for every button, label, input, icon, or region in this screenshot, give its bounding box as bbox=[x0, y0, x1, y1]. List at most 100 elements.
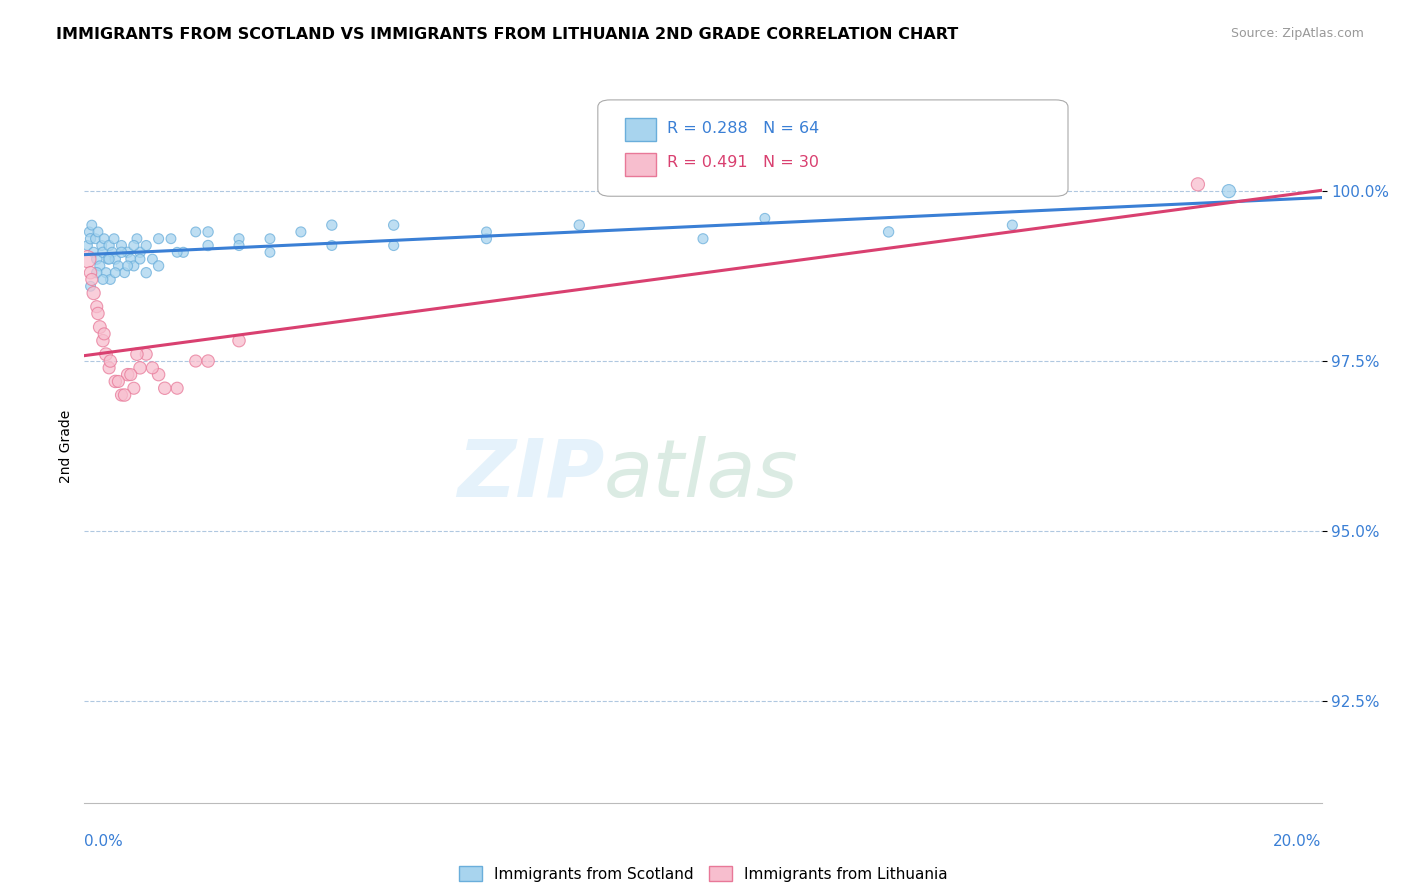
Point bbox=[104, 266, 127, 280]
Point bbox=[1187, 178, 1209, 192]
Point bbox=[79, 225, 101, 239]
Point bbox=[1218, 184, 1240, 198]
Point bbox=[1001, 218, 1024, 232]
Point bbox=[86, 300, 108, 314]
Point bbox=[79, 232, 101, 246]
Point bbox=[84, 232, 107, 246]
Point bbox=[80, 272, 103, 286]
Point bbox=[89, 259, 111, 273]
Point bbox=[93, 326, 115, 341]
Point bbox=[228, 334, 250, 348]
Point bbox=[117, 245, 139, 260]
Point bbox=[110, 245, 132, 260]
Text: 0.0%: 0.0% bbox=[84, 834, 124, 849]
Point bbox=[754, 211, 776, 226]
Point bbox=[114, 388, 136, 402]
Point bbox=[91, 245, 114, 260]
Point bbox=[166, 245, 188, 260]
Point bbox=[117, 368, 139, 382]
Point bbox=[141, 252, 163, 266]
Point bbox=[129, 252, 152, 266]
Point bbox=[91, 334, 114, 348]
Bar bbox=[626, 153, 657, 176]
Point bbox=[94, 347, 117, 361]
Bar bbox=[626, 119, 657, 141]
Point bbox=[125, 232, 148, 246]
Point bbox=[125, 347, 148, 361]
Text: atlas: atlas bbox=[605, 435, 799, 514]
Point bbox=[321, 238, 343, 252]
Point bbox=[148, 368, 170, 382]
Point bbox=[97, 252, 120, 266]
Point bbox=[83, 286, 105, 301]
Point bbox=[184, 354, 207, 368]
Point bbox=[382, 218, 405, 232]
Point bbox=[86, 266, 108, 280]
Point bbox=[98, 360, 121, 375]
Point bbox=[122, 238, 145, 252]
Text: IMMIGRANTS FROM SCOTLAND VS IMMIGRANTS FROM LITHUANIA 2ND GRADE CORRELATION CHAR: IMMIGRANTS FROM SCOTLAND VS IMMIGRANTS F… bbox=[56, 27, 959, 42]
Point bbox=[80, 218, 103, 232]
Point bbox=[135, 266, 157, 280]
Point bbox=[692, 232, 714, 246]
Point bbox=[101, 245, 124, 260]
Point bbox=[228, 232, 250, 246]
Text: Source: ZipAtlas.com: Source: ZipAtlas.com bbox=[1230, 27, 1364, 40]
Point bbox=[90, 238, 112, 252]
Y-axis label: 2nd Grade: 2nd Grade bbox=[59, 409, 73, 483]
Point bbox=[184, 225, 207, 239]
Point bbox=[166, 381, 188, 395]
Point bbox=[141, 360, 163, 375]
Point bbox=[120, 368, 142, 382]
Point bbox=[98, 272, 121, 286]
Point bbox=[259, 232, 281, 246]
Text: R = 0.288   N = 64: R = 0.288 N = 64 bbox=[666, 121, 820, 136]
Point bbox=[98, 252, 121, 266]
Point bbox=[382, 238, 405, 252]
Point bbox=[107, 259, 129, 273]
Point bbox=[129, 245, 152, 260]
Point bbox=[98, 238, 121, 252]
Point bbox=[475, 225, 498, 239]
Point bbox=[259, 245, 281, 260]
Point bbox=[89, 320, 111, 334]
Point bbox=[877, 225, 900, 239]
Point bbox=[197, 225, 219, 239]
Point bbox=[87, 225, 110, 239]
Point bbox=[117, 259, 139, 273]
Point bbox=[120, 252, 142, 266]
Point bbox=[76, 252, 98, 266]
Point bbox=[83, 245, 105, 260]
Point bbox=[94, 266, 117, 280]
Point bbox=[160, 232, 183, 246]
Point bbox=[135, 347, 157, 361]
Point bbox=[104, 375, 127, 389]
Point bbox=[129, 360, 152, 375]
Point bbox=[86, 252, 108, 266]
Point bbox=[475, 232, 498, 246]
Point bbox=[98, 354, 121, 368]
Point bbox=[110, 238, 132, 252]
Point bbox=[122, 381, 145, 395]
Point bbox=[93, 232, 115, 246]
Point bbox=[153, 381, 176, 395]
Point bbox=[172, 245, 194, 260]
FancyBboxPatch shape bbox=[598, 100, 1069, 196]
Point bbox=[197, 354, 219, 368]
Point bbox=[148, 232, 170, 246]
Point bbox=[321, 218, 343, 232]
Point bbox=[135, 238, 157, 252]
Legend: Immigrants from Scotland, Immigrants from Lithuania: Immigrants from Scotland, Immigrants fro… bbox=[453, 860, 953, 888]
Point bbox=[568, 218, 591, 232]
Point bbox=[114, 266, 136, 280]
Point bbox=[148, 259, 170, 273]
Point bbox=[104, 252, 127, 266]
Point bbox=[228, 238, 250, 252]
Point bbox=[107, 375, 129, 389]
Text: R = 0.491   N = 30: R = 0.491 N = 30 bbox=[666, 155, 820, 170]
Point bbox=[290, 225, 312, 239]
Point bbox=[76, 238, 98, 252]
Point bbox=[110, 388, 132, 402]
Point bbox=[197, 238, 219, 252]
Point bbox=[91, 272, 114, 286]
